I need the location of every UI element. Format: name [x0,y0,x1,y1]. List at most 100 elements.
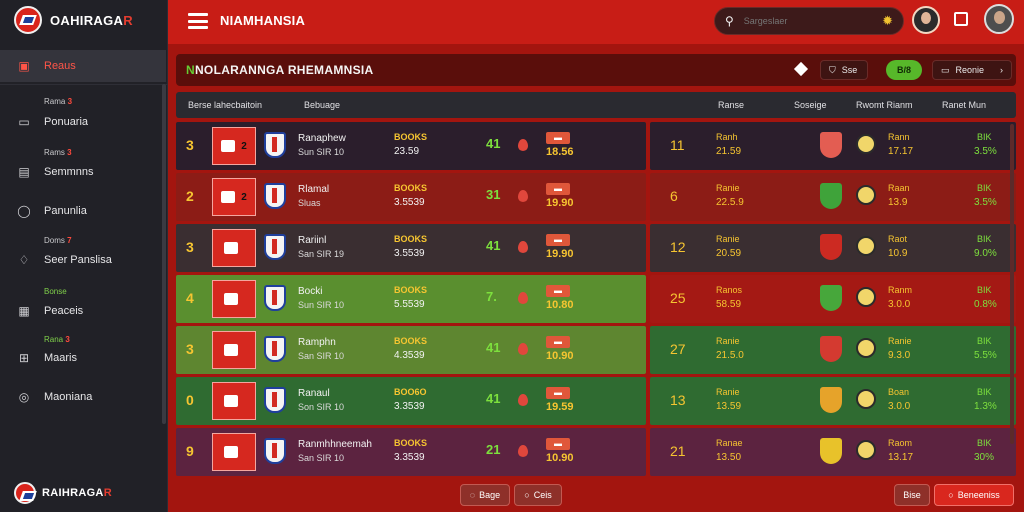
team-name[interactable]: Ranaul [298,388,330,399]
stat-label: Rann [888,132,910,142]
team-name[interactable]: Ranmhhneemah [298,439,372,450]
odds-value[interactable]: 10.80 [546,299,574,311]
score-label: BOOKS [394,285,428,295]
odds-value[interactable]: 19.59 [546,401,574,413]
score-label: BOOKS [394,183,428,193]
sidebar-item-label: Panunlia [44,205,87,217]
top-bar: NIAMHANSIA ⚲ ✹ [168,0,1024,44]
gear-icon[interactable]: ✹ [882,13,893,28]
marker-icon [518,445,528,457]
toggle-button[interactable]: B/8 [886,60,922,80]
odds-value[interactable]: 18.56 [546,146,574,158]
column-header[interactable]: Berse lahecbaitoin [188,100,263,110]
ball-icon [856,440,876,460]
sidebar-item-maoniana[interactable]: ◎ Maoniana [0,381,166,413]
odds-value[interactable]: 19.90 [546,197,574,209]
crest-icon [820,438,842,464]
chat-icon: ◯ [17,204,31,218]
page-button[interactable]: ◌ Bage [460,484,510,506]
profile-avatar[interactable] [984,4,1014,34]
table-row[interactable]: 9 Ranmhhneemah San SIR 10 BOOKS 3.3539 21 ▬ 10.… [176,428,1016,476]
percent-label: BIK [977,183,992,193]
sidebar-item-reaus[interactable]: ▣ Reaus [0,50,166,82]
right-label: Ranos [716,285,743,295]
column-header[interactable]: Ranse [718,100,745,110]
team-name[interactable]: Rlamal [298,184,330,195]
sidebar-scrollbar[interactable] [162,84,166,424]
column-header[interactable]: Rwomt Rianm [856,100,913,110]
brand-name: OAHIRAGA [50,12,124,28]
avatar[interactable] [912,6,940,34]
sidebar-item-peaceis[interactable]: ▦ Peaceis [0,295,166,327]
search-input[interactable] [743,16,864,26]
table-scrollbar[interactable] [1010,124,1014,444]
team-name[interactable]: Ramphn [298,337,336,348]
row-left-panel: 3 Rariinl San SIR 19 BOOKS 3.5539 41 ▬ 19.90 [176,224,646,272]
status-badge: ▬ [546,336,570,348]
book-icon[interactable] [954,12,968,26]
sidebar-item-ponuaria[interactable]: ▭ Ponuaria [0,106,166,138]
table-row[interactable]: 2 2 Rlamal Sluas BOOKS 3.5539 31 ▬ 19.90 6 Ranie 22… [176,173,1016,221]
row-left-panel: 4 Bocki Sun SIR 10 BOOKS 5.5539 7. ▬ 10.80 [176,275,646,323]
table-row[interactable]: 3 Ramphn San SIR 10 BOOKS 4.3539 41 ▬ 10.90 27 Ra… [176,326,1016,374]
brand-logo[interactable]: OAHIRAGAR [14,6,133,34]
right-number: 12 [670,239,686,255]
mid-value: 41 [486,340,501,355]
score-value: 3.5539 [394,197,425,208]
stat-label: Raan [888,183,910,193]
table-row[interactable]: 3 Rariinl San SIR 19 BOOKS 3.5539 41 ▬ 19.90 12 R… [176,224,1016,272]
sidebar-item-label: Seer Panslisa [44,254,112,266]
team-logo-box: 2 [212,127,256,165]
percent-label: BIK [977,438,992,448]
divider [0,84,168,85]
percent-value: 5.5% [974,350,997,361]
filter-button[interactable]: ⛉ Sse [820,60,868,80]
shield-icon [264,438,286,464]
percent-value: 3.5% [974,197,997,208]
status-badge: ▬ [546,183,570,195]
percent-value: 30% [974,452,995,463]
crest-icon [820,387,842,413]
sidebar-item-maaris[interactable]: ⊞ Maaris [0,342,166,374]
stat-value: 3.0.0 [888,299,911,310]
team-name[interactable]: Rariinl [298,235,327,246]
menu-icon[interactable] [188,13,208,29]
circle-icon: ○ [948,490,954,500]
logo-icon [14,6,42,34]
page-button[interactable]: ○ Ceis [514,484,562,506]
mid-value: 41 [486,136,501,151]
column-header[interactable]: Ranet Mun [942,100,987,110]
nav-caption: Doms 7 [44,236,72,245]
nav-caption: Rana 3 [44,335,70,344]
team-logo-box [212,280,256,318]
table-row[interactable]: 3 2 Ranaphew Sun SIR 10 BOOKS 23.59 41 ▬ 18.56 11… [176,122,1016,170]
sidebar-item-panunlia[interactable]: ◯ Panunlia [0,195,166,227]
column-header[interactable]: Bebuage [304,100,341,110]
page-button[interactable]: Bise [894,484,930,506]
odds-value[interactable]: 10.90 [546,350,574,362]
score-value: 4.3539 [394,350,425,361]
options-dropdown[interactable]: ▭ Reonie › [932,60,1012,80]
sidebar-item-seer-panslisa[interactable]: ♢ Seer Panslisa [0,244,166,276]
shield-icon [264,336,286,362]
sidebar-item-label: Ponuaria [44,116,89,128]
right-value: 20.59 [716,248,742,259]
right-value: 21.5.0 [716,350,744,361]
sidebar-item-semmnns[interactable]: ▤ Semmnns [0,156,166,188]
team-name[interactable]: Ranaphew [298,133,346,144]
table-row[interactable]: 0 Ranaul Son SIR 10 BOO6O 3.3539 41 ▬ 19.59 13 Ra… [176,377,1016,425]
score-value: 5.5539 [394,299,425,310]
odds-value[interactable]: 19.90 [546,248,574,260]
mid-value: 21 [486,442,501,457]
panel-title: NNOLARANNGA RHEMAMNSIA [186,63,374,77]
odds-value[interactable]: 10.90 [546,452,574,464]
sidebar: OAHIRAGAR ▣ Reaus Rama 3 ▭ Ponuaria Rams… [0,0,168,512]
score-label: BOOKS [394,438,428,448]
next-button[interactable]: ○ Beneeniss [934,484,1014,506]
stat-label: Raom [888,438,913,448]
table-row[interactable]: 4 Bocki Sun SIR 10 BOOKS 5.5539 7. ▬ 10.80 25 Ran… [176,275,1016,323]
column-header[interactable]: Soseige [794,100,827,110]
row-right-panel: 6 Ranie 22.5.9 Raan 13.9 BIK 3.5% [650,173,1016,221]
search-bar[interactable]: ⚲ ✹ [714,7,904,35]
team-name[interactable]: Bocki [298,286,323,297]
